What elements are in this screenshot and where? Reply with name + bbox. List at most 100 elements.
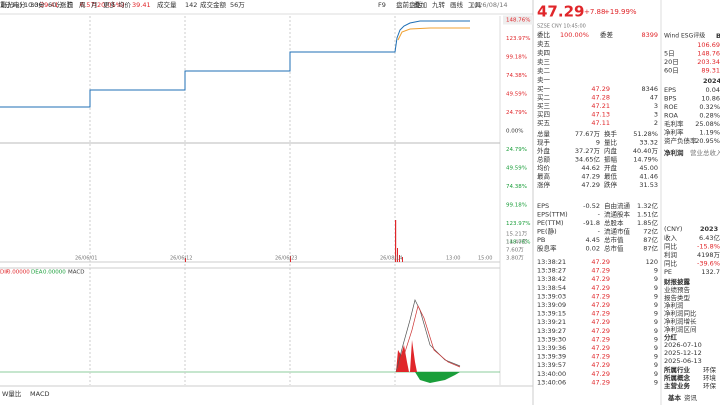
side-item: 净利润同比 bbox=[664, 309, 697, 318]
volume-axis-label: 11.40万 bbox=[506, 239, 528, 246]
fundamental-label: 总市值 bbox=[604, 244, 624, 253]
ask-label: 卖一 bbox=[537, 76, 551, 84]
toolbar-text: 39.41 bbox=[40, 1, 59, 9]
tool-button[interactable]: 画线 bbox=[450, 0, 464, 9]
stat-value: 9 bbox=[596, 139, 600, 147]
period-tab[interactable]: 更多 bbox=[103, 0, 117, 9]
stat-value: 41.46 bbox=[639, 173, 658, 181]
trade-volume: 9 bbox=[654, 275, 658, 283]
ask-label: 卖四 bbox=[537, 49, 550, 57]
stat-value: 14.79% bbox=[633, 156, 658, 164]
bid-price: 47.11 bbox=[591, 119, 610, 127]
period-tab[interactable]: 15分 bbox=[11, 0, 26, 9]
side-item: 净利润增长 bbox=[664, 317, 697, 326]
trade-price: 47.29 bbox=[591, 301, 610, 309]
period-tab[interactable]: 月 bbox=[91, 1, 98, 9]
esg-value: B bbox=[716, 32, 720, 40]
side-item: 2026-07-10 bbox=[664, 341, 702, 349]
period-tab[interactable]: 日 bbox=[67, 1, 74, 9]
stat-label: 量比 bbox=[604, 138, 618, 147]
report-value: 4198万 bbox=[697, 251, 720, 259]
stat-value: 37.27万 bbox=[575, 147, 601, 155]
book-value: 8399 bbox=[641, 31, 658, 39]
macd-label: 0.00000 bbox=[43, 270, 66, 276]
trade-time: 13:38:27 bbox=[537, 267, 566, 275]
period-tab[interactable]: 30分 bbox=[30, 0, 45, 9]
trade-time: 13:39:09 bbox=[537, 301, 566, 309]
last-price: 47.29 bbox=[537, 3, 584, 21]
fundamental-value: 1.32亿 bbox=[637, 201, 658, 210]
fundamental-label: 流通市值 bbox=[604, 227, 631, 236]
x-axis-label: 26/08/14 bbox=[380, 256, 402, 262]
stat-label: 换手 bbox=[604, 129, 618, 138]
price-change-pct: +19.99% bbox=[604, 8, 637, 16]
bid-volume: 8346 bbox=[641, 85, 658, 93]
side-tab[interactable]: 营业总收入 bbox=[690, 148, 720, 157]
toolbar-text: 56万 bbox=[230, 1, 245, 9]
toolbar-text: 39.41 bbox=[132, 1, 151, 9]
toolbar-text: 均价 bbox=[118, 0, 132, 9]
trade-time: 13:39:27 bbox=[537, 327, 566, 335]
metric-label: BPS bbox=[664, 95, 677, 103]
y-axis-label: 99.18% bbox=[506, 203, 527, 209]
bid-price: 47.28 bbox=[591, 94, 610, 102]
trade-price: 47.29 bbox=[591, 335, 610, 343]
trade-price: 47.29 bbox=[591, 370, 610, 378]
trade-price: 47.29 bbox=[591, 267, 610, 275]
y-axis-label: 49.59% bbox=[506, 166, 527, 172]
metric-value: 0.28% bbox=[699, 112, 720, 120]
tool-button[interactable]: 叠加 bbox=[414, 0, 427, 9]
fundamental-label: PE(静) bbox=[537, 227, 557, 236]
metric-label: ROE bbox=[664, 103, 678, 111]
indicator-tab[interactable]: MACD bbox=[30, 390, 49, 398]
y-axis-label: 74.38% bbox=[506, 73, 527, 79]
tool-button[interactable]: 工具 bbox=[468, 1, 482, 9]
stat-label: 最高 bbox=[537, 172, 551, 181]
quote-info: SZSE CNY 10:45:00 bbox=[537, 24, 586, 30]
trade-price: 47.29 bbox=[591, 327, 610, 335]
tool-button[interactable]: 盘前盘后 bbox=[396, 0, 423, 9]
stat-value: 47.29 bbox=[581, 181, 600, 189]
tool-button[interactable]: 九转 bbox=[432, 0, 446, 9]
side-bottom-tab[interactable]: 资讯 bbox=[684, 393, 698, 402]
label-box bbox=[503, 15, 533, 25]
volume-bars bbox=[185, 220, 403, 262]
report-label: PE bbox=[664, 268, 672, 276]
stat-value: 33.32 bbox=[639, 139, 658, 147]
period-tab[interactable]: 1分 bbox=[0, 0, 11, 9]
macd-label: 0.00000 bbox=[7, 270, 30, 276]
toolbar-text: 142 bbox=[185, 1, 197, 9]
report-label: 同比 bbox=[664, 259, 678, 268]
indicator-tab[interactable]: W量比 bbox=[2, 389, 22, 398]
fundamental-label: PE(TTM) bbox=[537, 219, 564, 227]
stat-value: 40.40万 bbox=[633, 147, 659, 155]
side-bottom-tab[interactable]: 基本 bbox=[667, 393, 682, 402]
trade-time: 13:39:30 bbox=[537, 335, 566, 343]
trade-volume: 9 bbox=[654, 378, 658, 386]
metric-label: 毛利率 bbox=[664, 119, 684, 128]
range-label: 5日 bbox=[664, 50, 675, 58]
trade-time: 13:38:21 bbox=[537, 258, 566, 266]
stat-label: 总量 bbox=[537, 129, 551, 138]
y-axis-label: 99.18% bbox=[506, 55, 527, 61]
y-axis-label: 24.79% bbox=[506, 110, 527, 116]
x-axis-label: 13:00 bbox=[446, 256, 460, 262]
stat-label: 跌停 bbox=[604, 180, 618, 189]
fundamental-value: 1.85亿 bbox=[637, 218, 658, 227]
tool-button[interactable]: F9 bbox=[378, 1, 386, 9]
metric-label: ROA bbox=[664, 112, 679, 120]
trade-time: 13:39:36 bbox=[537, 344, 566, 352]
trade-volume: 9 bbox=[654, 301, 658, 309]
report-year: 2023 bbox=[700, 225, 718, 233]
trade-volume: 9 bbox=[654, 284, 658, 292]
bid-label: 买一 bbox=[537, 85, 551, 93]
book-label: 委差 bbox=[600, 30, 614, 39]
report-value: 6.43亿 bbox=[699, 233, 720, 242]
period-tab[interactable]: 周 bbox=[79, 1, 86, 9]
fundamental-value: 0.02 bbox=[586, 245, 600, 253]
period-tab[interactable]: 60分 bbox=[48, 0, 63, 9]
side-tab[interactable]: 净利润 bbox=[664, 148, 684, 157]
trade-volume: 9 bbox=[654, 353, 658, 361]
side-item: 业绩预告 bbox=[664, 285, 691, 294]
